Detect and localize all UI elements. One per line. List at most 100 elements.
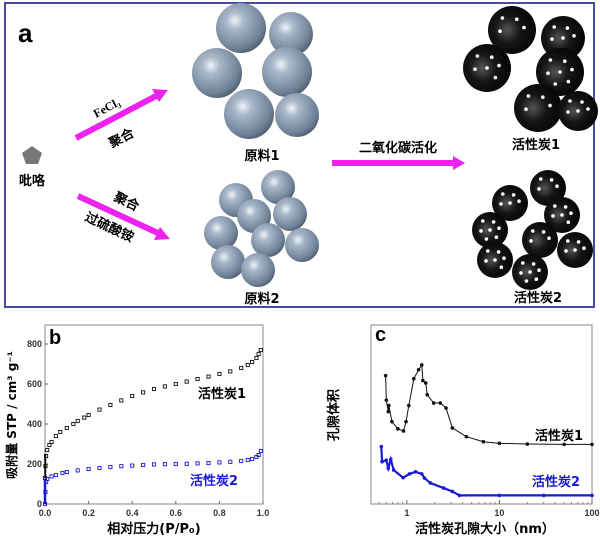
c-series-1-point xyxy=(396,427,400,431)
pore-dot xyxy=(563,59,567,63)
raw-sphere xyxy=(251,223,285,257)
pore-dot xyxy=(549,178,554,182)
b-series-1-point xyxy=(130,393,135,399)
b-series-2-point xyxy=(245,457,250,463)
c-series-2-point xyxy=(590,493,594,498)
panel-c-chart: c 1 10 100 活性炭孔隙大小（nm） 孔隙体积 活性炭1 活性炭2 xyxy=(326,324,600,537)
pore-dot xyxy=(484,259,488,263)
c-series-1-point xyxy=(407,403,411,408)
b-series-1-point xyxy=(53,433,58,439)
pore-dot xyxy=(498,29,502,33)
b-series-1-point xyxy=(58,429,63,435)
c-series-1-point xyxy=(419,363,424,367)
b-series-2-point xyxy=(86,466,91,472)
pore-dot xyxy=(546,71,550,75)
activation-label: 二氧化碳活化 xyxy=(359,140,437,156)
y-tick-label: 800 xyxy=(27,339,42,349)
x-tick-label: 100 xyxy=(584,508,599,518)
b-series-2-point xyxy=(108,464,113,470)
pore-dot xyxy=(500,16,505,20)
pore-dot xyxy=(517,199,521,203)
pore-dot xyxy=(479,229,483,233)
c-series-2-point xyxy=(413,469,418,474)
pore-dot xyxy=(524,107,528,111)
pore-dot xyxy=(534,277,539,282)
pore-dot xyxy=(552,25,556,29)
c-series-1-point xyxy=(387,403,391,408)
pyrrole-pentagon-icon xyxy=(22,146,42,164)
pore-dot xyxy=(566,79,571,84)
pore-dot xyxy=(566,239,570,243)
pore-dot xyxy=(497,63,501,68)
b-series-2-point xyxy=(64,469,69,475)
c-series-1-point xyxy=(497,441,502,446)
raw-sphere xyxy=(204,216,238,250)
pore-dot xyxy=(566,110,570,114)
b-series-1-point xyxy=(254,355,259,361)
b-series-2-point xyxy=(173,461,178,467)
b-series-1-point xyxy=(108,402,113,408)
b-series-1-point xyxy=(49,439,54,445)
b-series-1-point xyxy=(71,421,76,427)
pore-dot xyxy=(537,268,541,273)
x-tick-label: 0.8 xyxy=(213,508,226,518)
b-series-1-point xyxy=(75,418,80,424)
pore-dot xyxy=(490,55,494,59)
b-series-1-point xyxy=(47,442,52,448)
b-series-1-point xyxy=(258,347,263,353)
c-series-2-point xyxy=(457,493,462,498)
b-x-axis-label: 相对压力(P/P₀) xyxy=(107,521,200,537)
b-series-1-point xyxy=(119,398,124,403)
c-series-2-point xyxy=(384,458,389,462)
panel-b-chart: b 0.0 0.2 0.4 0.6 0.8 1.0 0 200 400 600 800 相对压力(P… xyxy=(4,324,269,537)
b-series-1-point xyxy=(206,374,211,379)
b-series-1-point xyxy=(195,376,200,382)
pore-dot xyxy=(548,103,552,108)
b-series-2-point xyxy=(130,463,135,468)
raw1-label: 原料1 xyxy=(244,148,279,164)
pore-dot xyxy=(475,54,480,58)
pore-dot xyxy=(508,201,512,205)
c-series-label-1: 活性炭1 xyxy=(535,428,583,444)
x-tick-label: 0.2 xyxy=(82,508,95,518)
raw-sphere xyxy=(285,228,319,262)
c-series-2-point xyxy=(401,475,405,480)
pore-dot xyxy=(570,67,574,72)
c-series-1-point xyxy=(562,442,566,447)
y-tick-label: 0 xyxy=(37,499,42,509)
c-series-1-point xyxy=(416,367,421,372)
b-series-2-point xyxy=(250,456,255,462)
panel-a: a 吡咯 FeCl₃ 聚合 聚合 过硫酸铵 原料1 原料2 二氧化碳活化 活性炭… xyxy=(4,2,598,308)
x-tick-label: 10 xyxy=(494,508,504,518)
pore-dot xyxy=(528,270,532,274)
arrow-route-2 xyxy=(76,193,170,240)
b-series-1-point xyxy=(82,415,87,420)
c-series-1-point xyxy=(590,442,594,447)
c-y-axis-label: 孔隙体积 xyxy=(326,389,342,441)
pore-dot xyxy=(473,67,477,71)
ac2-label: 活性炭2 xyxy=(514,290,562,306)
pore-dot xyxy=(531,262,536,266)
plot-frame-b xyxy=(44,324,264,505)
pore-dot xyxy=(555,184,559,188)
b-series-1-point xyxy=(184,379,189,384)
pore-dot xyxy=(519,271,523,275)
pore-dot xyxy=(580,100,584,104)
activated-carbon-2-spheres xyxy=(472,170,593,290)
c-series-1-point xyxy=(383,373,388,378)
pore-dot xyxy=(550,37,554,41)
pore-dot xyxy=(488,228,492,232)
b-series-2-point xyxy=(141,462,146,468)
pyrrole-label: 吡咯 xyxy=(19,173,46,189)
c-series-2-point xyxy=(379,444,384,449)
c-series-1-point xyxy=(404,419,408,424)
c-x-axis-label: 活性炭孔隙大小（nm） xyxy=(415,521,555,537)
c-series-2-point xyxy=(407,472,412,476)
c-series-1-point xyxy=(412,376,416,381)
x-tick-label: 0.6 xyxy=(170,508,183,518)
pore-dot xyxy=(565,26,570,30)
pore-dot xyxy=(502,256,506,261)
raw-sphere xyxy=(262,47,312,97)
b-series-label-1: 活性炭1 xyxy=(198,386,246,402)
